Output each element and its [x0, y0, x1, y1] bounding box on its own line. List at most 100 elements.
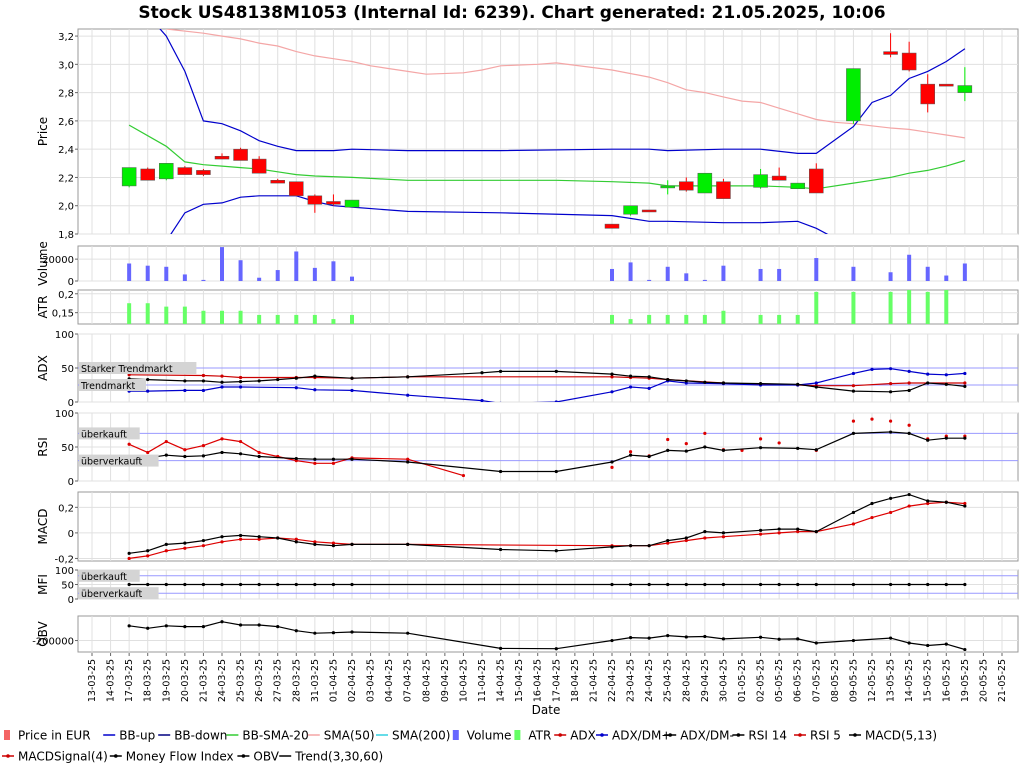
macd-signal-line-point — [870, 515, 874, 520]
candle-body — [753, 174, 768, 188]
x-tick-label: 08-05-25 — [830, 659, 841, 702]
y-tick-label: 2,4 — [58, 145, 74, 156]
reference-label: Starker Trendmarkt — [81, 364, 173, 375]
candle-body — [214, 155, 230, 160]
macd-signal-line-point — [926, 501, 930, 506]
y-tick-label: -200000 — [32, 637, 74, 648]
atr-y-label: ATR — [36, 296, 50, 319]
mfi-point — [851, 582, 856, 587]
rsi14-line-point — [554, 469, 558, 474]
rsi14-line-point — [498, 469, 503, 474]
obv-line-point — [610, 638, 614, 643]
dm-minus-line-point — [183, 379, 187, 383]
y-tick-label: 3,2 — [58, 32, 74, 43]
atr-bar — [220, 310, 224, 324]
rsi14-line-point — [684, 449, 688, 453]
rsi5-line-point — [758, 437, 763, 441]
adx-line-point — [220, 374, 224, 378]
x-tick-label: 20-03-25 — [180, 659, 191, 702]
mfi-point — [164, 582, 168, 587]
dm-minus-line-point — [721, 381, 726, 385]
dm-minus-line-point — [963, 384, 967, 388]
macd-line-point — [294, 540, 298, 544]
macd-signal-line-point — [220, 540, 224, 544]
reference-label: Trendmarkt — [80, 381, 135, 392]
macd-signal-line-point — [164, 549, 168, 553]
dm-minus-line-point — [666, 377, 670, 382]
atr-bar — [331, 319, 336, 324]
macd-line-point — [610, 545, 614, 549]
panel-macd: -0,2 0 0,2 MACD — [36, 491, 1019, 565]
adx-line-point — [851, 384, 856, 388]
dm-plus-line-point — [201, 388, 206, 393]
y-tick-label: 3,0 — [58, 60, 74, 71]
obv-line-point — [777, 637, 781, 641]
x-tick-label: 04-04-25 — [384, 659, 395, 702]
candle-body — [883, 51, 898, 55]
obv-line-point — [814, 641, 818, 645]
atr-plot — [127, 290, 949, 324]
legend-label: SMA(200) — [392, 729, 450, 743]
obv-line-point — [944, 642, 948, 646]
x-tick-label: 10-04-25 — [458, 659, 469, 702]
y-tick-label: 100 — [55, 330, 74, 341]
y-tick-label: 0 — [68, 529, 74, 540]
volume-bar — [628, 262, 633, 281]
volume-bar — [907, 254, 912, 281]
candle-body — [121, 167, 137, 187]
legend-label: Price in EUR — [18, 729, 91, 743]
candle-body — [140, 168, 155, 181]
legend-swatch-dot — [736, 733, 741, 737]
y-tick-label: 50 — [61, 581, 74, 592]
x-tick-label: 12-05-25 — [867, 659, 878, 702]
chart-title: Stock US48138M1053 (Internal Id: 6239). … — [138, 3, 885, 23]
x-tick-label: 14-04-25 — [496, 659, 507, 702]
reference-label: überkauft — [81, 429, 127, 440]
adx-line-point — [888, 382, 893, 386]
atr-bar — [182, 306, 187, 324]
macd-line-point — [554, 549, 558, 553]
dm-plus-line-point — [350, 388, 354, 393]
volume-bar — [145, 265, 150, 281]
dm-plus-line-point — [294, 386, 298, 390]
x-tick-label: 14-03-25 — [106, 659, 117, 702]
price-plot — [121, 29, 973, 234]
x-tick-label: 28-04-25 — [681, 659, 692, 702]
volume-bar — [758, 268, 763, 281]
macd-signal-line-point — [684, 538, 688, 543]
legend-swatch — [514, 730, 521, 740]
candle-body — [641, 209, 657, 213]
dm-plus-line-point — [888, 367, 893, 371]
legend-item: RSI 5 — [794, 729, 841, 743]
atr-bar — [851, 291, 856, 324]
obv-line-point — [666, 634, 670, 638]
dm-minus-line-point — [610, 372, 614, 376]
legend-item: BB-up — [103, 729, 155, 743]
macd-signal-line-point — [888, 510, 893, 515]
x-tick-label: 09-05-25 — [848, 659, 859, 702]
mfi-point — [647, 582, 651, 587]
rsi14-line-point — [257, 454, 261, 459]
atr-bar — [684, 314, 689, 324]
dm-minus-line-point — [814, 385, 818, 389]
obv-line-point — [313, 631, 317, 635]
mfi-point — [201, 582, 206, 587]
legend-item: Trend(3,30,60) — [279, 750, 383, 764]
dm-plus-line-point — [238, 385, 243, 389]
mfi-point — [963, 582, 967, 587]
legend-swatch-dot — [853, 733, 857, 737]
obv-line-point — [721, 637, 726, 641]
x-tick-label: 23-04-25 — [626, 659, 637, 702]
legend-item: Price in EUR — [4, 729, 91, 743]
dm-minus-line-point — [350, 376, 354, 380]
legend-label: MACDSignal(4) — [18, 750, 108, 764]
obv-line-point — [963, 647, 967, 652]
dm-minus-line-point — [480, 371, 484, 375]
rsi14-line-point — [907, 431, 911, 435]
volume-bar — [127, 263, 132, 281]
candle-body — [939, 83, 954, 87]
x-tick-label: 02-04-25 — [347, 659, 358, 702]
panel-atr: 0,15 0,2 ATR — [36, 289, 1019, 325]
macd-line-point — [164, 542, 168, 546]
legend-swatch-dot — [241, 754, 246, 758]
